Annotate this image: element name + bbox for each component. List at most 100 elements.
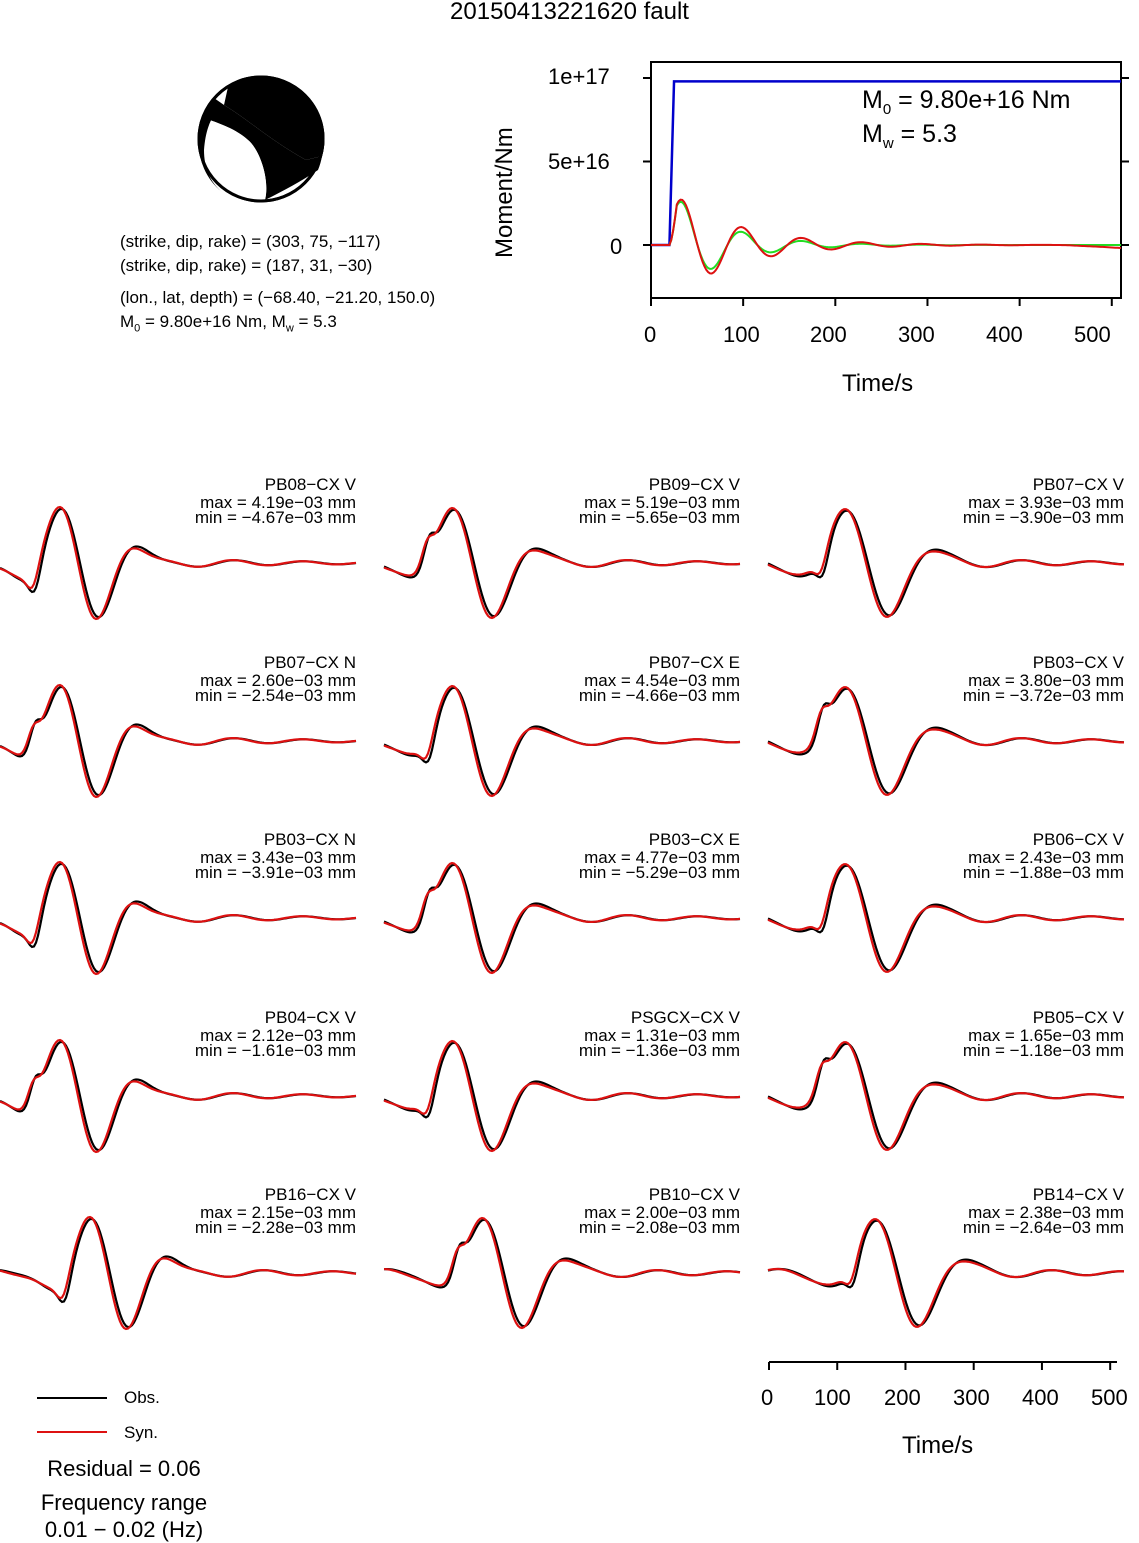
trace-min: min = −1.88e−03 mm [962,863,1124,882]
trace-station: PB08−CX V [264,475,356,494]
trace-station: PSGCX−CX V [630,1008,740,1027]
page-title: 20150413221620 fault [450,0,689,25]
syn-trace-line [767,686,1125,796]
time-xtick-0: 0 [761,1385,774,1410]
syn-trace-line [383,1039,741,1153]
trace-min: min = −3.90e−03 mm [962,508,1124,527]
trace-min: min = −4.67e−03 mm [194,508,356,527]
legend-obs-label: Obs. [124,1388,160,1407]
syn-trace-line [0,860,357,976]
stf-red-line [651,198,1122,275]
trace-min: min = −4.66e−03 mm [578,686,740,705]
frequency-range: 0.01 − 0.02 (Hz) [44,1517,204,1542]
moment-ytick-2: 5e+16 [548,149,610,174]
syn-trace-line [767,863,1125,973]
trace-station: PB07−CX E [648,653,740,672]
moment-xtick-400: 400 [986,322,1023,347]
moment-xtick-0: 0 [644,322,657,347]
trace-max: max = 3.43e−03 mm [200,848,356,867]
beachball-icon [197,75,325,203]
trace-min: min = −2.28e−03 mm [194,1218,356,1237]
legend-syn-label: Syn. [124,1423,159,1442]
syn-trace-line [767,1041,1125,1151]
trace-station: PB07−CX V [1032,475,1124,494]
time-xtick-100: 100 [814,1385,851,1410]
moment-xlabel: Time/s [842,370,914,397]
syn-trace-line [0,1038,357,1154]
trace-station: PB06−CX V [1032,830,1124,849]
trace-min: min = −3.91e−03 mm [194,863,356,882]
location-depth: (lon., lat, depth) = (−68.40, −21.20, 15… [120,288,436,307]
trace-min: min = −1.18e−03 mm [962,1041,1124,1060]
syn-trace-line [767,508,1125,618]
trace-max: max = 4.19e−03 mm [200,493,356,512]
trace-max: max = 2.12e−03 mm [200,1026,356,1045]
time-xlabel: Time/s [902,1432,974,1459]
trace-max: max = 3.93e−03 mm [968,493,1124,512]
syn-trace-line [383,684,741,798]
trace-station: PB03−CX V [1032,653,1124,672]
trace-max: max = 4.54e−03 mm [584,671,740,690]
moment-xtick-100: 100 [723,322,760,347]
time-xtick-300: 300 [953,1385,990,1410]
trace-max: max = 4.77e−03 mm [584,848,740,867]
trace-min: min = −2.54e−03 mm [194,686,356,705]
trace-min: min = −3.72e−03 mm [962,686,1124,705]
syn-trace-line [383,506,741,620]
moment-plot-frame [650,61,1122,299]
syn-trace-line [767,1218,1125,1328]
trace-station: PB05−CX V [1032,1008,1124,1027]
trace-min: min = −1.61e−03 mm [194,1041,356,1060]
trace-min: min = −1.36e−03 mm [578,1041,740,1060]
trace-max: max = 2.00e−03 mm [584,1203,740,1222]
residual-text: Residual = 0.06 [47,1456,201,1481]
trace-min: min = −2.08e−03 mm [578,1218,740,1237]
waveform-time-axis [768,1361,1117,1370]
syn-trace-line [383,1216,741,1330]
syn-trace-line [383,861,741,975]
moment-ytick-1: 1e+17 [548,64,610,89]
moment-summary: M0 = 9.80e+16 Nm, Mw = 5.3 [120,312,337,335]
moment-xtick-200: 200 [810,322,847,347]
waveform-panels [0,505,1125,1331]
moment-plot-axes [643,61,1129,306]
time-xtick-200: 200 [884,1385,921,1410]
moment-xtick-500: 500 [1074,322,1111,347]
trace-station: PB09−CX V [648,475,740,494]
syn-trace-line [0,505,357,621]
trace-max: max = 3.80e−03 mm [968,671,1124,690]
moment-annotation-m0: M0 = 9.80e+16 Nm [862,86,1071,118]
trace-station: PB10−CX V [648,1185,740,1204]
moment-ytick-3: 0 [610,234,623,259]
trace-station: PB04−CX V [264,1008,356,1027]
trace-min: min = −5.65e−03 mm [578,508,740,527]
frequency-title: Frequency range [40,1490,208,1515]
trace-station: PB03−CX N [263,830,356,849]
trace-max: max = 1.31e−03 mm [584,1026,740,1045]
trace-max: max = 2.38e−03 mm [968,1203,1124,1222]
syn-trace-line [0,683,357,799]
trace-min: min = −5.29e−03 mm [578,863,740,882]
trace-max: max = 1.65e−03 mm [968,1026,1124,1045]
moment-ylabel: Moment/Nm [491,127,518,258]
trace-station: PB07−CX N [263,653,356,672]
nodal-plane-1: (strike, dip, rake) = (303, 75, −117) [120,232,381,251]
syn-trace-line [0,1215,357,1331]
trace-max: max = 2.43e−03 mm [968,848,1124,867]
trace-station: PB16−CX V [264,1185,356,1204]
